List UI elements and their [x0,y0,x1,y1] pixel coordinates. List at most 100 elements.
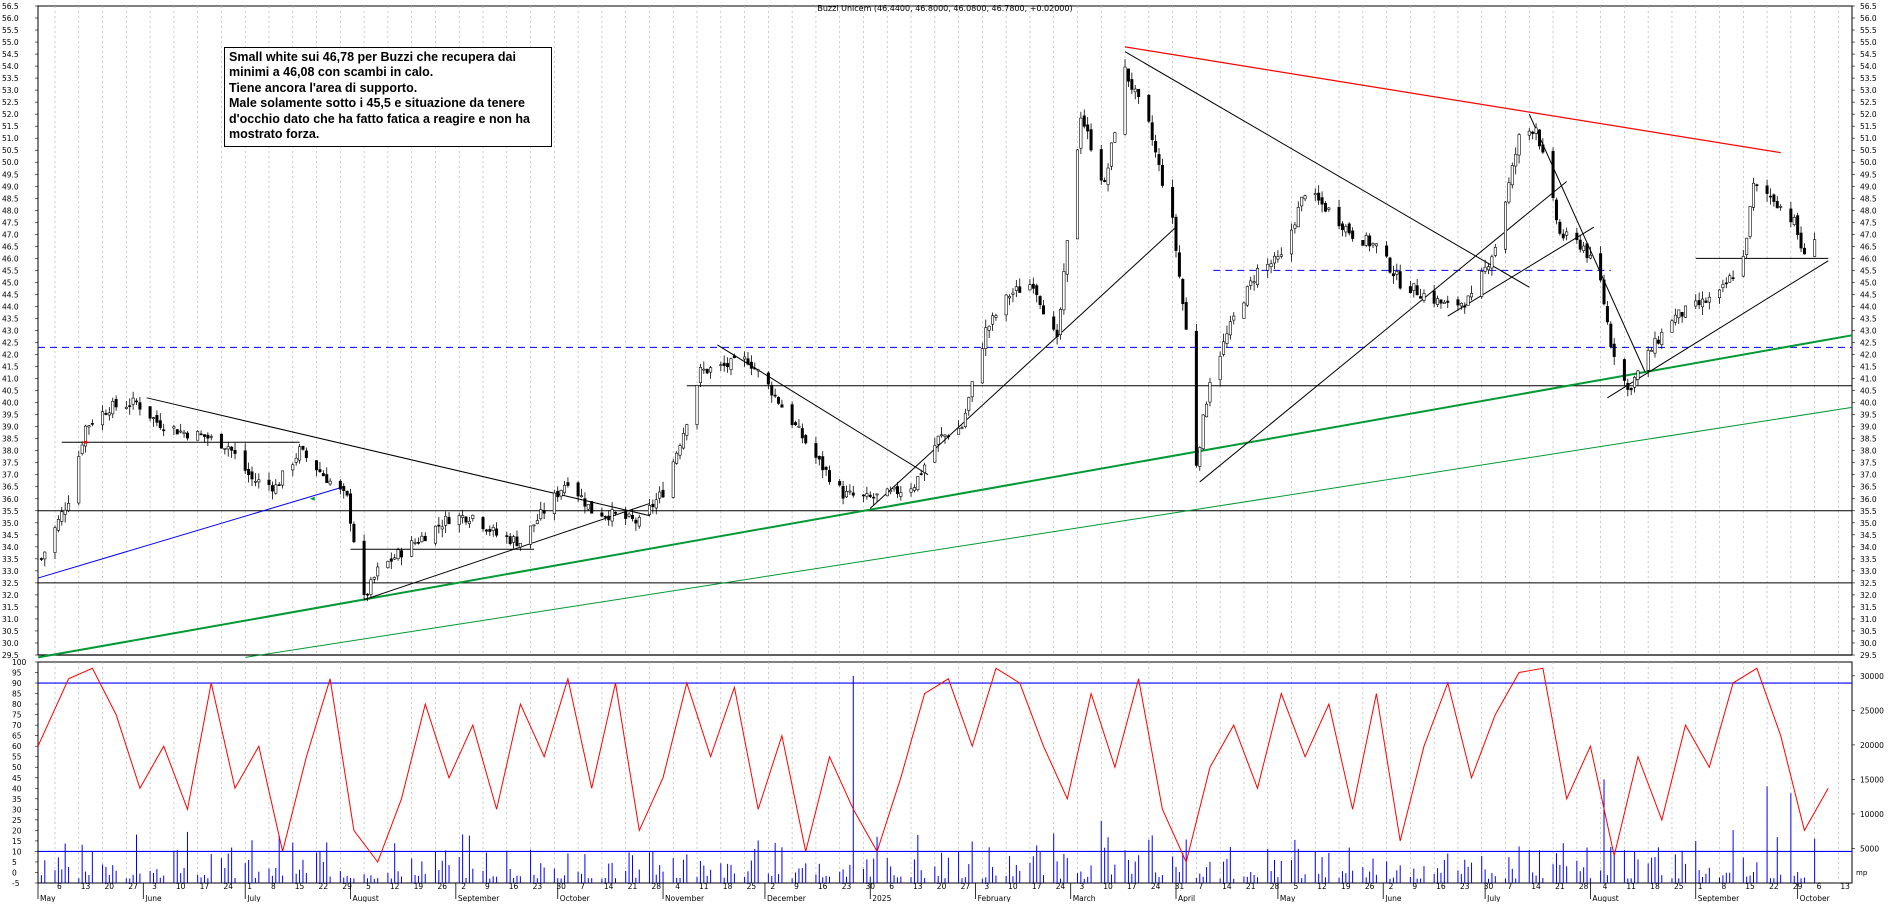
x-day-tick-label: 6 [889,882,894,891]
osc-ytick-label-left: -5 [12,879,20,888]
price-ytick-label-left: 43.5 [2,314,19,323]
osc-ytick-label-left: 75 [12,711,22,720]
candle-body [267,479,271,485]
candle-body [814,443,818,458]
candle-body [362,540,366,595]
candle-body [1147,94,1151,122]
candle-body [1575,232,1579,240]
candle-body [613,512,617,514]
candle-body [1694,300,1698,307]
x-month-label: August [1592,894,1618,902]
price-ytick-label-left: 30.5 [2,627,19,636]
note-line: Small white sui 46,78 per Buzzi che recu… [229,50,516,64]
price-ytick-label-left: 42.0 [2,351,19,360]
price-ytick-label-left: 41.5 [2,363,19,372]
price-ytick-label-left: 52.0 [2,110,19,119]
candle-body [726,363,730,368]
candle-body [1385,245,1389,257]
price-ytick-label-left: 52.5 [2,98,19,107]
candle-body [1028,284,1032,291]
candle-body [1415,285,1419,296]
price-ytick-label-right: 40.0 [1860,399,1877,408]
price-ytick-label-right: 40.5 [1860,387,1877,396]
candle-body [321,473,325,477]
candle-body [1075,149,1079,240]
candle-body [488,529,492,532]
candle-body [1065,240,1069,275]
candle-body [1055,329,1059,338]
candle-body [841,486,845,499]
candle-body [1459,302,1463,307]
candle-body [1011,292,1015,295]
candle-body [1293,224,1297,229]
candle-body [756,369,760,372]
price-ytick-label-left: 55.5 [2,26,19,35]
candle-body [1174,216,1178,251]
candle-body [1323,202,1327,212]
candle-body [1741,256,1745,277]
x-day-tick-label: 23 [842,882,852,891]
candle-body [274,484,278,494]
candle-body [868,494,872,497]
candle-body [135,400,139,403]
candle-body [162,429,166,432]
candle-body [393,557,397,560]
x-day-tick-label: 23 [533,882,543,891]
candle-body [861,494,865,497]
candle-body [1772,194,1776,202]
x-day-tick-label: 14 [1222,882,1232,891]
candle-body [963,412,967,428]
candle-body [77,456,81,504]
price-ytick-label-left: 36.5 [2,483,19,492]
candle-body [1222,341,1226,355]
x-month-label: October [1800,894,1831,902]
candle-body [743,356,747,360]
x-month-label: July [1486,894,1501,902]
candle-body [838,481,842,486]
price-ytick-label-right: 52.5 [1860,98,1877,107]
candle-body [1225,333,1229,344]
candle-body [1609,323,1613,347]
x-day-tick-label: 15 [295,882,305,891]
x-day-tick-label: 20 [105,882,115,891]
x-day-tick-label: 7 [1508,882,1513,891]
x-day-tick-label: 21 [1555,882,1565,891]
price-ytick-label-right: 39.5 [1860,411,1877,420]
candle-body [1252,281,1256,284]
candle-body [865,493,869,497]
price-ytick-label-left: 46.5 [2,242,19,251]
price-ytick-label-left: 51.5 [2,122,19,131]
candle-body [376,566,380,577]
price-ytick-label-right: 48.5 [1860,194,1877,203]
price-ytick-label-right: 32.5 [1860,579,1877,588]
candle-body [848,490,852,493]
candle-body [892,486,896,490]
price-ytick-label-right: 44.5 [1860,290,1877,299]
price-ytick-label-right: 38.5 [1860,435,1877,444]
candle-body [1612,343,1616,357]
price-ytick-label-right: 35.5 [1860,507,1877,516]
candle-body [80,444,84,454]
candle-body [1718,289,1722,299]
price-ytick-label-left: 33.0 [2,567,19,576]
x-day-tick-label: 16 [509,882,519,891]
price-ytick-label-right: 34.5 [1860,531,1877,540]
note-line: mostrato forza. [229,127,320,142]
candle-body [250,471,254,480]
candle-body [1585,243,1589,259]
candle-body [1395,271,1399,275]
candle-body [281,470,285,486]
candle-body [372,577,376,580]
x-day-tick-label: 18 [723,882,733,891]
price-ytick-label-left: 35.0 [2,519,19,528]
x-month-label: September [458,894,500,902]
candle-body [1201,414,1205,450]
candle-body [1289,229,1293,255]
price-ytick-label-left: 34.0 [2,543,19,552]
x-day-tick-label: 10 [1008,882,1018,891]
candle-body [709,367,713,373]
candle-body [471,514,475,519]
price-ytick-label-right: 54.5 [1860,50,1877,59]
x-day-tick-label: 10 [176,882,186,891]
